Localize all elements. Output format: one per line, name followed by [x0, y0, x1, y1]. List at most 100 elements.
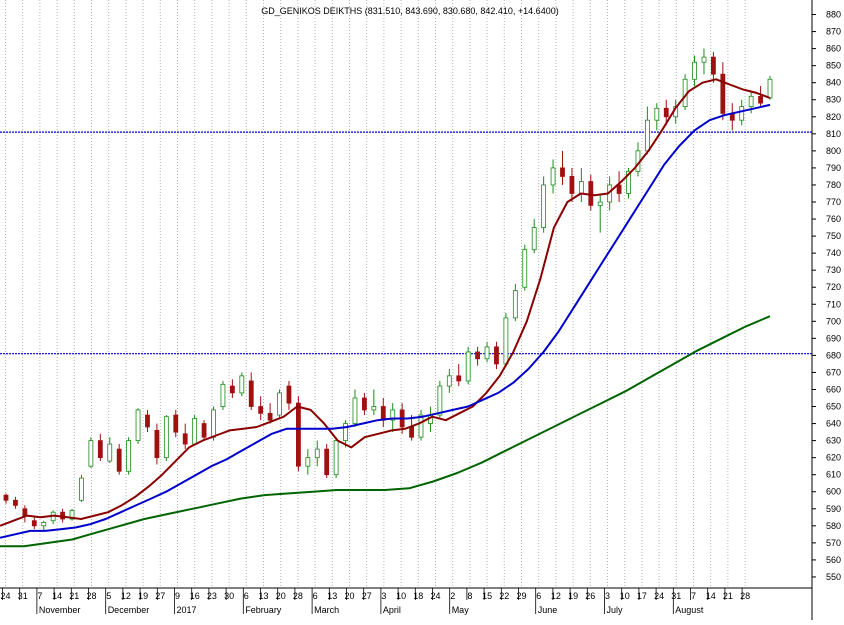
candle-body [437, 385, 443, 416]
y-tick-label: 770 [826, 197, 841, 207]
y-tick-label: 550 [826, 572, 841, 582]
y-tick-label: 850 [826, 61, 841, 71]
x-tick-label: 12 [551, 591, 561, 601]
candle-body [88, 440, 94, 467]
candle-body [758, 95, 763, 104]
x-tick-label: 10 [396, 591, 406, 601]
x-tick-label: 14 [706, 591, 716, 601]
y-axis-ticks: 550 560 570 580 590 600 610 620 630 640 650 660 670 6… [812, 10, 841, 582]
candle-body [248, 380, 254, 407]
candle-body [277, 392, 282, 416]
x-tick-label: 16 [190, 591, 200, 601]
candle-body [560, 167, 565, 177]
x-tick-label: 19 [568, 591, 578, 601]
x-tick-label: 19 [138, 591, 148, 601]
candle-body [692, 61, 697, 80]
y-tick-label: 660 [826, 384, 841, 394]
x-tick-label: 29 [516, 591, 526, 601]
candle-body [41, 522, 47, 527]
month-label: April [383, 605, 401, 615]
candle-body [456, 375, 462, 382]
x-tick-label: 21 [723, 591, 733, 601]
candle-body [211, 409, 216, 438]
candle-body [135, 409, 141, 442]
y-tick-label: 730 [826, 265, 841, 275]
month-label: December [108, 605, 150, 615]
x-tick-label: 27 [155, 591, 165, 601]
y-tick-label: 560 [826, 555, 841, 565]
candle-body [145, 414, 150, 428]
x-tick-label: 17 [637, 591, 647, 601]
x-tick-label: 18 [413, 591, 423, 601]
y-tick-label: 790 [826, 163, 841, 173]
x-tick-label: 14 [52, 591, 62, 601]
y-tick-label: 630 [826, 436, 841, 446]
y-tick-label: 590 [826, 504, 841, 514]
candle-body [626, 170, 631, 194]
y-tick-label: 820 [826, 112, 841, 122]
candle-body [286, 385, 292, 404]
candle-body [116, 448, 122, 472]
candle-body [512, 290, 518, 319]
candle-body [107, 443, 113, 462]
x-tick-label: 3 [605, 591, 610, 601]
candle-body [446, 375, 452, 387]
x-tick-label: 13 [327, 591, 337, 601]
moving-average-line-mid-ma [0, 103, 771, 539]
candle-body [31, 520, 37, 527]
candle-body [748, 95, 754, 107]
candle-body [163, 416, 169, 459]
candle-body [418, 414, 424, 438]
candle-body [767, 78, 773, 99]
candle-body [324, 448, 330, 476]
y-tick-label: 710 [826, 299, 841, 309]
candle-body [22, 508, 28, 517]
x-tick-label: 5 [106, 591, 111, 601]
candles-layer [3, 48, 773, 531]
month-label: March [314, 605, 339, 615]
candle-body [314, 448, 320, 459]
x-tick-label: 20 [344, 591, 354, 601]
candle-body [258, 406, 264, 414]
y-tick-label: 800 [826, 146, 841, 156]
candle-body [597, 201, 603, 206]
candle-body [305, 457, 311, 467]
candle-body [663, 107, 669, 118]
x-tick-label: 9 [175, 591, 180, 601]
candle-body [371, 406, 377, 411]
x-tick-label: 24 [430, 591, 440, 601]
candle-body [362, 397, 367, 411]
candle-body [522, 249, 528, 288]
x-tick-label: 3 [381, 591, 386, 601]
y-tick-label: 620 [826, 453, 841, 463]
x-tick-label: 28 [86, 591, 96, 601]
x-tick-label: 26 [585, 591, 595, 601]
candle-body [390, 409, 396, 421]
x-tick-label: 27 [362, 591, 372, 601]
candle-body [126, 440, 132, 472]
x-tick-label: 24 [654, 591, 664, 601]
x-tick-label: 30 [224, 591, 234, 601]
x-tick-label: 23 [207, 591, 217, 601]
y-tick-label: 870 [826, 27, 841, 37]
candle-body [541, 184, 547, 228]
x-tick-label: 22 [499, 591, 509, 601]
x-tick-label: 7 [37, 591, 42, 601]
month-label: February [245, 605, 282, 615]
y-tick-label: 580 [826, 521, 841, 531]
candle-body [654, 107, 660, 121]
y-tick-label: 840 [826, 78, 841, 88]
y-tick-label: 880 [826, 10, 841, 20]
month-label: August [675, 605, 704, 615]
candle-body [229, 385, 235, 394]
candle-body [588, 181, 594, 206]
x-tick-label: 7 [691, 591, 696, 601]
x-tick-label: 6 [313, 591, 318, 601]
candle-body [569, 176, 575, 194]
y-tick-label: 780 [826, 180, 841, 190]
candle-body [192, 418, 198, 445]
x-axis-ticks: 24 31 7 14 21 28 5 12 19 27 9 16 23 30 6 13 20 28 6 13 20 27 3… [0, 588, 750, 615]
candle-body [295, 402, 301, 467]
x-tick-label: 21 [69, 591, 79, 601]
